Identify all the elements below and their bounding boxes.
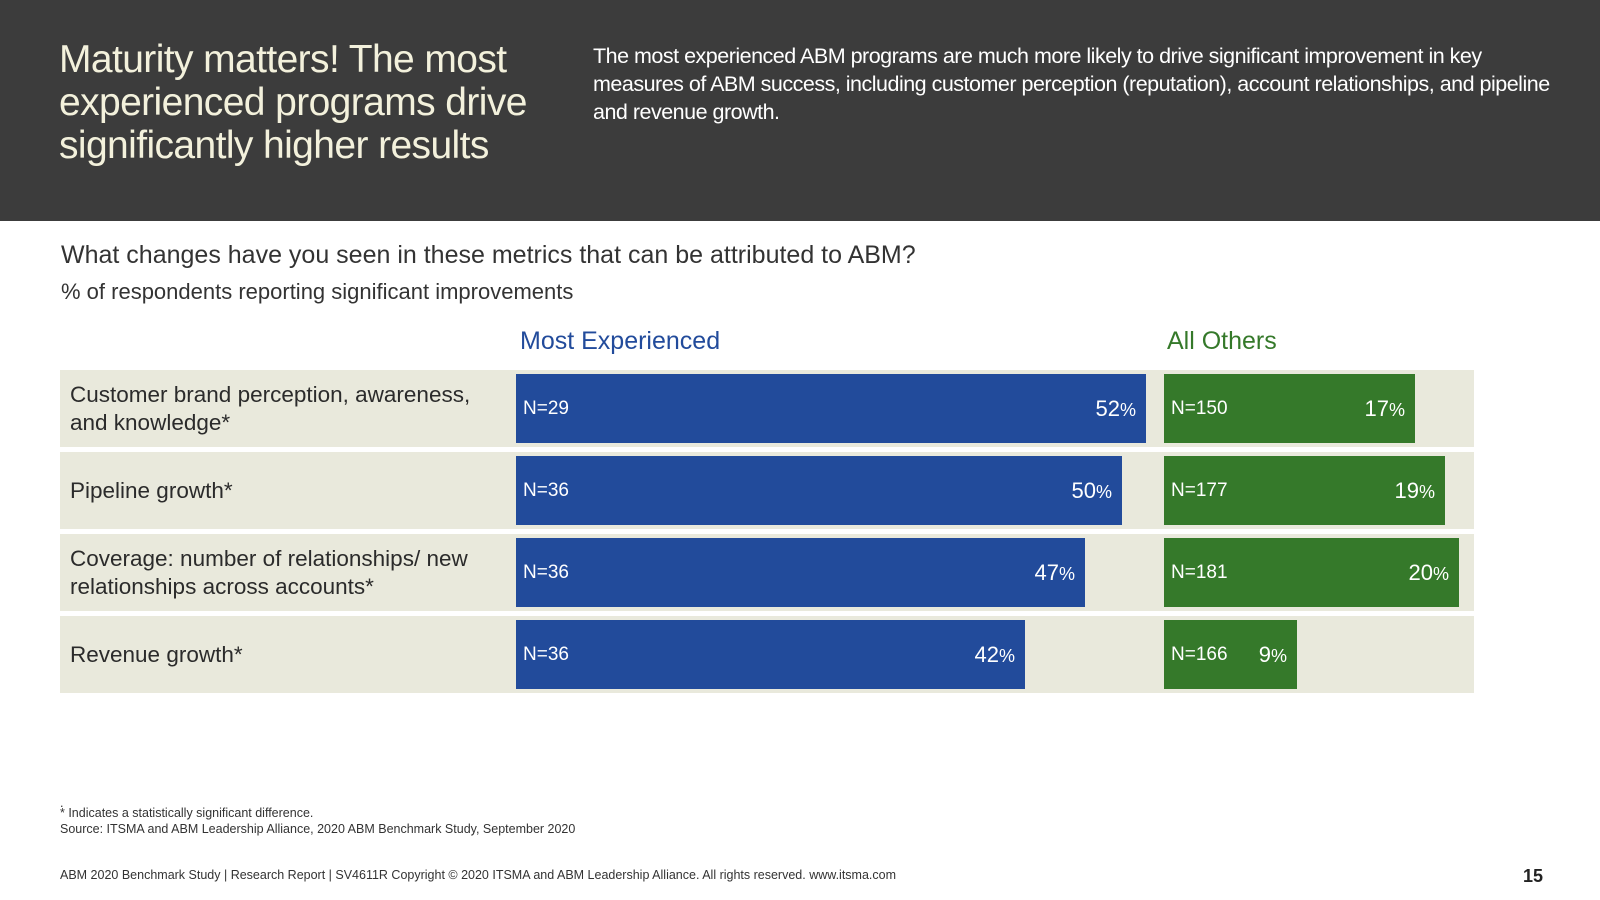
footnote-significance: * Indicates a statistically significant …: [60, 806, 314, 820]
footer-copyright: ABM 2020 Benchmark Study | Research Repo…: [60, 868, 897, 882]
data-label: 20%: [1408, 560, 1450, 585]
category-label: Coverage: number of relationships/ new r…: [70, 545, 468, 599]
data-label: 52%: [1095, 396, 1137, 421]
sample-size-label: N=181: [1171, 562, 1228, 583]
sample-size-label: N=36: [523, 644, 569, 665]
category-label: Revenue growth*: [70, 641, 243, 667]
data-label: 42%: [974, 642, 1016, 667]
footnote-dot: .: [60, 796, 64, 810]
page-number: 15: [1522, 866, 1543, 886]
sample-size-label: N=177: [1171, 480, 1228, 501]
sample-size-label: N=166: [1171, 644, 1228, 665]
data-label: 19%: [1394, 478, 1436, 503]
data-label: 50%: [1071, 478, 1113, 503]
bar: [516, 374, 1146, 443]
chart-title: What changes have you seen in these metr…: [61, 241, 916, 269]
bar: [1164, 456, 1445, 525]
data-label: 9%: [1258, 642, 1287, 667]
header-banner: Maturity matters! The most experienced p…: [0, 0, 1600, 221]
bar: [516, 538, 1085, 607]
footnote-source: Source: ITSMA and ABM Leadership Allianc…: [60, 822, 576, 836]
header-summary: The most experienced ABM programs are mu…: [593, 44, 1550, 124]
sample-size-label: N=29: [523, 398, 569, 419]
category-label: Customer brand perception, awareness, an…: [70, 381, 471, 435]
sample-size-label: N=36: [523, 480, 569, 501]
series-label-most-experienced: Most Experienced: [520, 327, 721, 355]
data-label: 47%: [1034, 560, 1076, 585]
page-title: Maturity matters! The most experienced p…: [59, 38, 527, 167]
category-label: Pipeline growth*: [70, 477, 233, 503]
chart-subtitle: % of respondents reporting significant i…: [61, 279, 574, 304]
sample-size-label: N=150: [1171, 398, 1228, 419]
series-label-all-others: All Others: [1167, 327, 1277, 355]
bar: [516, 456, 1122, 525]
bar: [1164, 538, 1459, 607]
bar: [516, 620, 1025, 689]
bar: [1164, 620, 1297, 689]
data-label: 17%: [1364, 396, 1406, 421]
sample-size-label: N=36: [523, 562, 569, 583]
bar: [1164, 374, 1415, 443]
